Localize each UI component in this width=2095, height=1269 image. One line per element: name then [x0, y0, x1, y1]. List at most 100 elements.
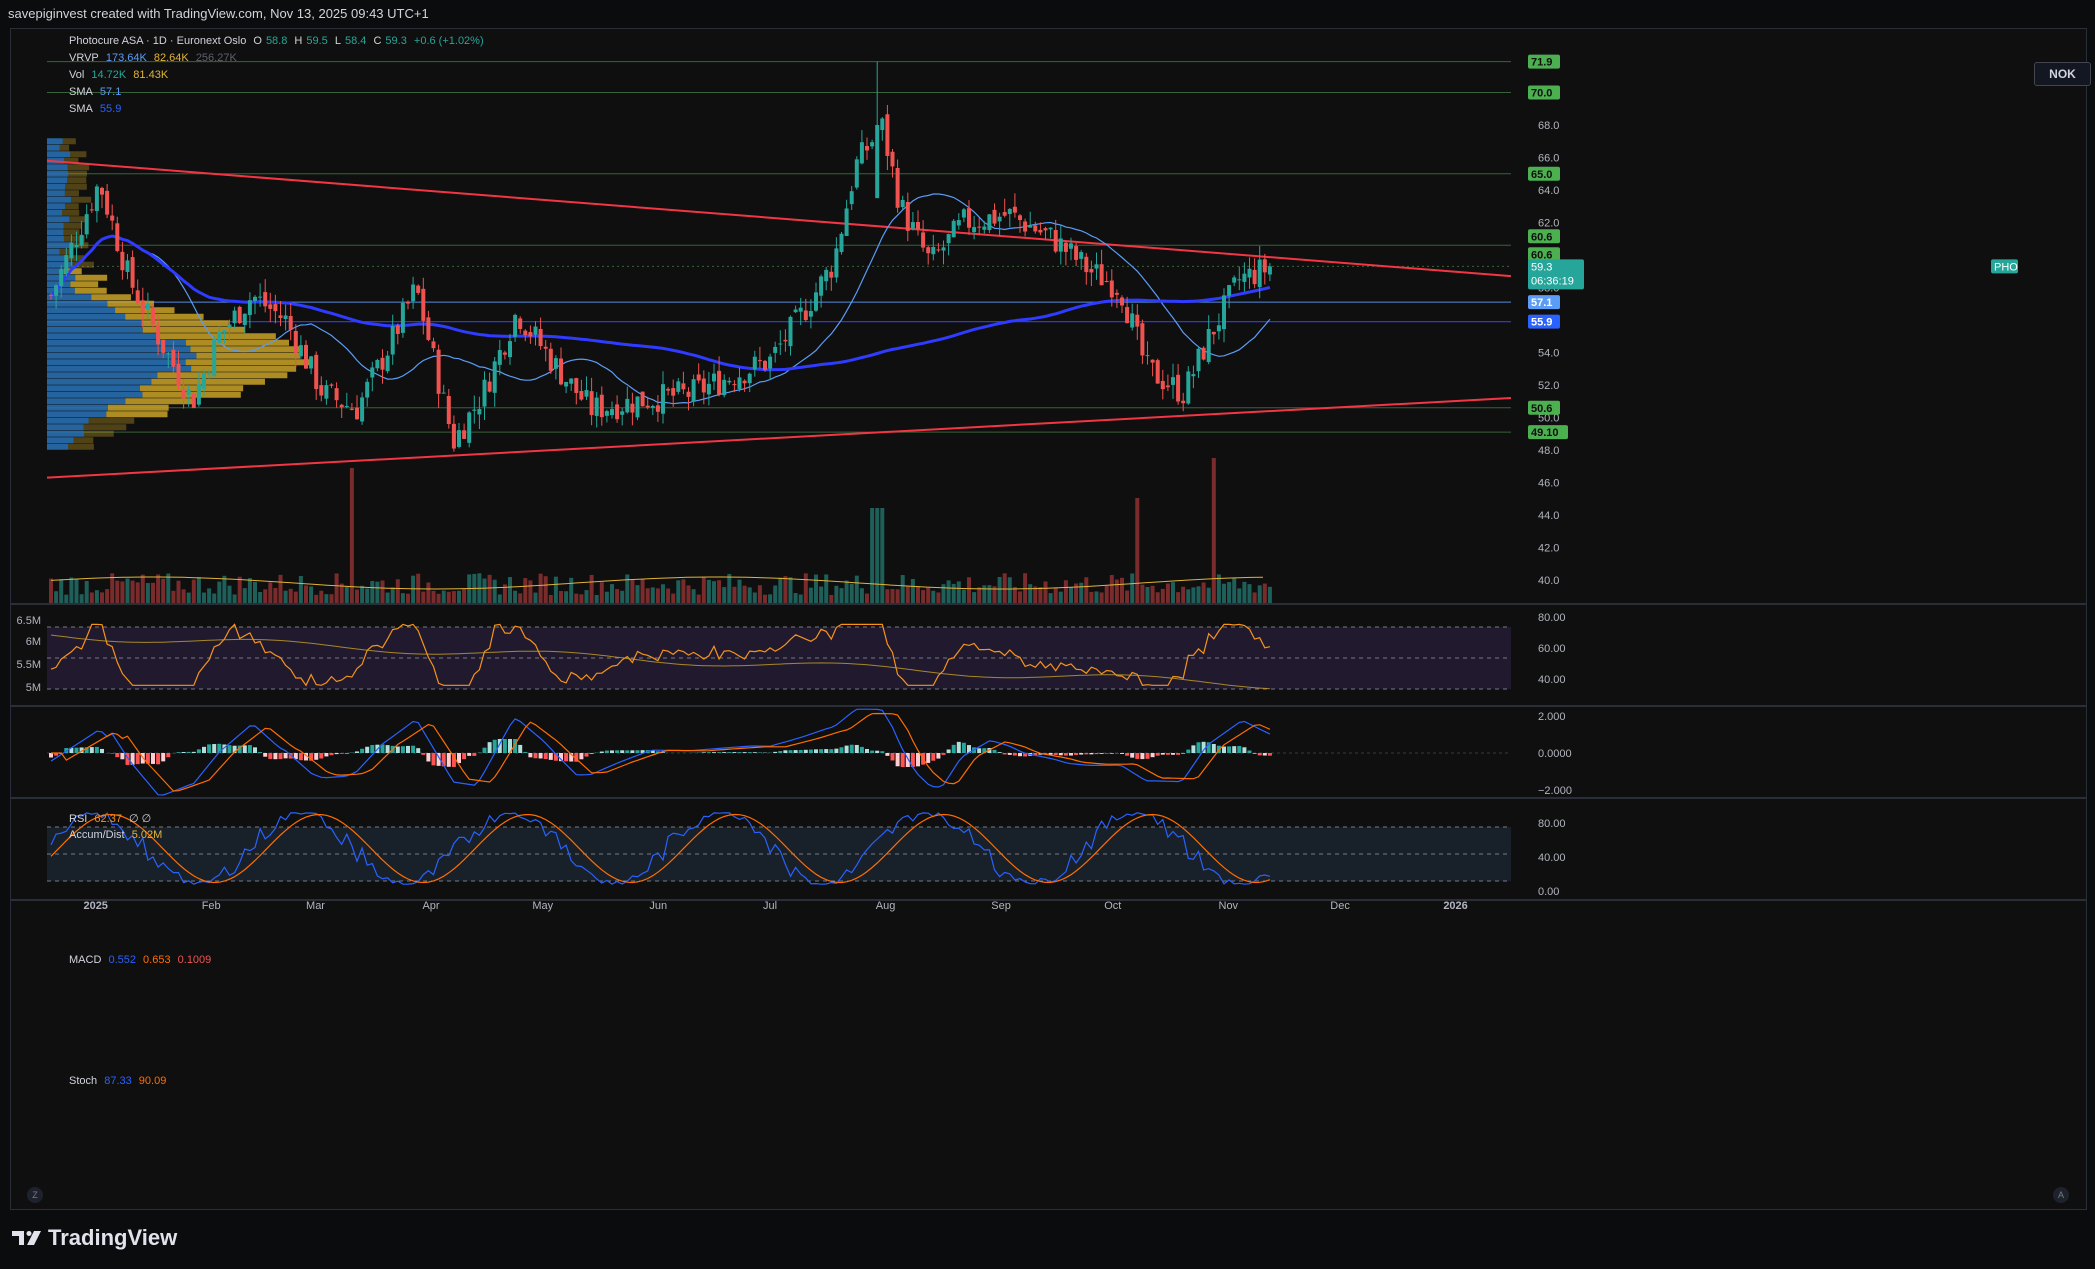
auto-scale-button[interactable]: A — [2053, 1187, 2069, 1203]
vrvp-up-bar — [47, 268, 64, 275]
volume-bar — [1176, 592, 1181, 603]
macd-histogram-bar — [982, 748, 987, 753]
macd-histogram-bar — [635, 750, 640, 753]
macd-histogram-bar — [1048, 753, 1053, 755]
volume-bar — [824, 574, 829, 603]
candle-body — [94, 186, 99, 212]
candle-body — [921, 232, 926, 248]
candle-body — [462, 430, 467, 439]
candle-body — [482, 379, 487, 407]
time-axis-label: Apr — [422, 900, 439, 912]
volume-bar — [421, 591, 426, 603]
vrvp-down-bar — [191, 365, 297, 372]
volume-bar — [1181, 586, 1186, 603]
volume-bar — [589, 574, 594, 603]
volume-bar — [599, 582, 604, 603]
macd-histogram-bar — [936, 753, 941, 759]
volume-bar — [732, 586, 737, 603]
volume-bar — [559, 591, 563, 603]
volume-bar — [1160, 588, 1165, 603]
vrvp-legend[interactable]: VRVP 173.64K 82.64K 256.27K — [69, 52, 241, 64]
currency-button[interactable]: NOK — [2034, 62, 2091, 86]
candle-body — [370, 367, 375, 378]
chart-canvas[interactable]: 68.066.064.062.060.058.054.052.050.048.0… — [11, 29, 2086, 1209]
volume-bar — [553, 576, 558, 603]
macd-histogram-bar — [380, 744, 385, 753]
volume-bar — [360, 585, 365, 603]
vrvp-down-bar — [142, 326, 245, 333]
vrvp-up-bar — [47, 151, 71, 158]
sma-fast-line — [50, 193, 1271, 405]
vrvp-up-bar — [47, 333, 159, 340]
vrvp-up-bar — [47, 177, 68, 184]
macd-histogram-bar — [584, 753, 589, 757]
ad-legend[interactable]: Accum/Dist 5.02M — [69, 829, 166, 841]
tradingview-logo[interactable]: TradingView — [12, 1225, 177, 1251]
macd-histogram-bar — [1155, 753, 1160, 756]
macd-histogram-bar — [926, 753, 931, 763]
macd-histogram-bar — [227, 745, 232, 753]
volume-bar — [829, 594, 834, 603]
volume-bar — [895, 589, 900, 603]
price-axis-label: 44.0 — [1538, 510, 1559, 522]
volume-bar — [258, 592, 263, 603]
candle-body — [538, 328, 543, 347]
candle-body — [829, 271, 834, 278]
vrvp-up-bar — [47, 417, 89, 424]
stoch-legend[interactable]: Stoch 87.33 90.09 — [69, 1075, 170, 1087]
vrvp-total-value: 256.27K — [195, 52, 237, 64]
candle-body — [1171, 377, 1175, 385]
rsi-legend[interactable]: RSI 62.37 ∅ ∅ — [69, 812, 155, 825]
candle-body — [696, 374, 701, 381]
volume-ma-line — [50, 576, 1264, 590]
candle-body — [727, 380, 732, 383]
volume-bar — [967, 577, 971, 603]
candle-body — [844, 208, 849, 236]
volume-bar — [538, 573, 543, 603]
candle-body — [584, 390, 589, 397]
volume-bar — [1094, 591, 1099, 603]
ad-value: 5.02M — [131, 829, 163, 841]
volume-bar — [288, 588, 293, 603]
macd-histogram-bar — [1074, 753, 1079, 756]
candle-body — [1211, 331, 1216, 335]
macd-legend[interactable]: MACD 0.552 0.653 0.1009 — [69, 954, 215, 966]
macd-histogram-bar — [778, 751, 783, 753]
macd-histogram-bar — [538, 753, 543, 759]
macd-histogram-bar — [242, 745, 247, 753]
vol-legend[interactable]: Vol 14.72K 81.43K — [69, 69, 172, 81]
volume-bar — [283, 590, 288, 603]
macd-histogram-bar — [1109, 753, 1114, 754]
volume-bar — [293, 591, 298, 603]
volume-bar — [900, 575, 905, 603]
volume-bar — [533, 592, 538, 603]
chart-frame[interactable]: 68.066.064.062.060.058.054.052.050.048.0… — [10, 28, 2091, 1210]
rsi-axis-label: 40.00 — [1538, 674, 1566, 686]
candle-body — [1155, 360, 1160, 384]
candle-body — [253, 296, 257, 301]
candle-body — [712, 373, 716, 382]
candle-body — [773, 346, 778, 353]
candle-body — [400, 302, 405, 333]
volume-bar — [931, 590, 936, 603]
macd-histogram-bar — [1007, 753, 1012, 755]
candle-body — [1053, 230, 1058, 252]
macd-histogram-bar — [1104, 753, 1109, 754]
vrvp-down-bar — [158, 333, 276, 340]
macd-histogram-bar — [1176, 753, 1181, 755]
macd-histogram-bar — [69, 747, 74, 753]
macd-histogram-bar — [941, 753, 946, 755]
macd-value: 0.552 — [108, 954, 136, 966]
candle-body — [1176, 374, 1181, 402]
candle-body — [661, 384, 665, 414]
volume-bar — [1216, 574, 1221, 603]
sma2-legend[interactable]: SMA 55.9 — [69, 103, 125, 115]
vrvp-up-bar — [47, 326, 143, 333]
volume-bar — [635, 585, 640, 603]
footer — [0, 1212, 2095, 1269]
sma1-legend[interactable]: SMA 57.1 — [69, 86, 125, 98]
volume-bar — [752, 592, 757, 603]
zoom-corner-button[interactable]: Z — [27, 1187, 43, 1203]
volume-bar — [1012, 586, 1017, 603]
vrvp-down-bar — [88, 417, 135, 424]
